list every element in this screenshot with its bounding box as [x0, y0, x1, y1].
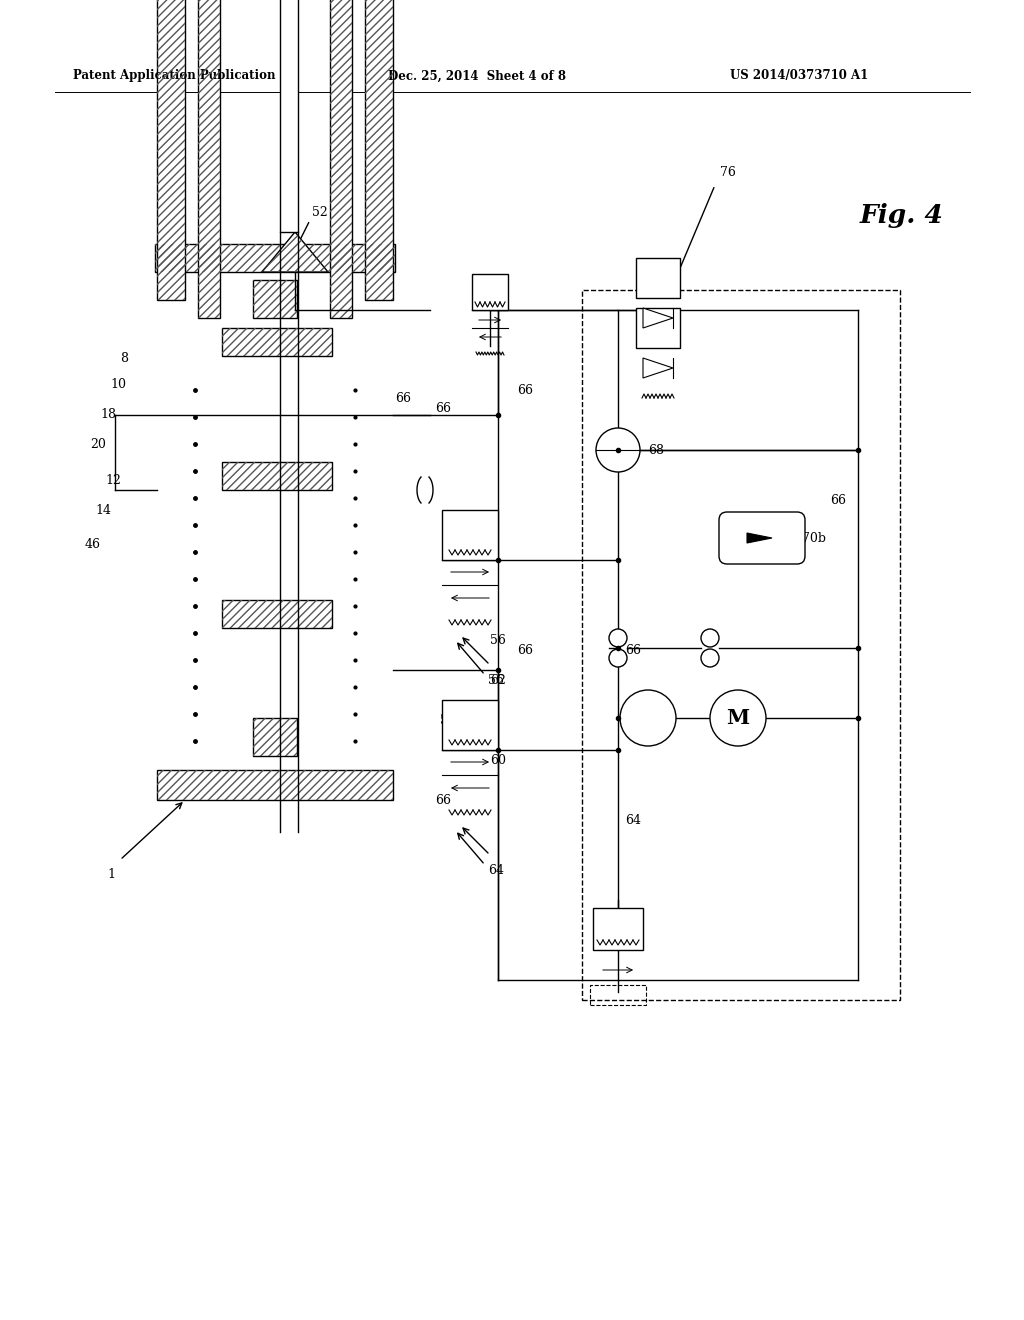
Text: US 2014/0373710 A1: US 2014/0373710 A1 — [730, 70, 868, 82]
Text: 70b: 70b — [720, 539, 744, 552]
Text: 64: 64 — [488, 863, 504, 876]
Polygon shape — [643, 358, 673, 378]
Text: 66: 66 — [517, 644, 534, 656]
Bar — [155, 244, 395, 272]
Circle shape — [609, 630, 627, 647]
Bar — [157, 770, 393, 800]
Bar — [222, 601, 332, 628]
Text: 66: 66 — [435, 401, 451, 414]
Bar — [198, 0, 220, 318]
Text: 1: 1 — [106, 869, 115, 882]
Bar — [472, 275, 508, 310]
Bar — [636, 257, 680, 298]
Text: 76: 76 — [720, 165, 736, 178]
Text: 60: 60 — [490, 754, 506, 767]
Bar — [442, 700, 498, 750]
Circle shape — [701, 630, 719, 647]
Text: 8: 8 — [120, 351, 128, 364]
Bar — [222, 462, 332, 490]
Polygon shape — [746, 533, 772, 543]
Bar — [222, 327, 332, 356]
Text: 56: 56 — [488, 673, 504, 686]
Text: 66: 66 — [830, 494, 846, 507]
Text: 68: 68 — [648, 444, 664, 457]
Text: 70b: 70b — [802, 532, 826, 544]
Bar — [157, 0, 185, 300]
Bar — [582, 290, 900, 1001]
Bar — [253, 280, 297, 318]
Bar — [157, 770, 393, 800]
Polygon shape — [643, 308, 673, 327]
Text: 52: 52 — [312, 206, 328, 219]
Text: 20: 20 — [90, 438, 105, 451]
Bar — [222, 601, 332, 628]
Circle shape — [620, 690, 676, 746]
Polygon shape — [262, 232, 328, 272]
Text: 12: 12 — [105, 474, 121, 487]
Text: 56: 56 — [490, 634, 506, 647]
Text: Dec. 25, 2014  Sheet 4 of 8: Dec. 25, 2014 Sheet 4 of 8 — [388, 70, 566, 82]
Bar — [365, 0, 393, 300]
Text: 14: 14 — [95, 503, 111, 516]
Bar — [253, 280, 297, 318]
Bar — [155, 244, 395, 272]
Bar — [330, 0, 352, 318]
Bar — [593, 908, 643, 950]
Bar — [222, 327, 332, 356]
Bar — [365, 0, 393, 300]
Bar — [442, 510, 498, 560]
Bar — [330, 0, 352, 318]
Bar — [157, 0, 185, 300]
Bar — [636, 308, 680, 348]
Bar — [590, 985, 646, 1005]
Text: 46: 46 — [85, 539, 101, 552]
Text: 62: 62 — [490, 673, 506, 686]
Bar — [280, 0, 298, 232]
Text: 66: 66 — [517, 384, 534, 396]
Text: M: M — [726, 708, 750, 729]
Text: 66: 66 — [395, 392, 411, 404]
Circle shape — [710, 690, 766, 746]
Text: 66: 66 — [625, 644, 641, 656]
Text: Patent Application Publication: Patent Application Publication — [73, 70, 275, 82]
Circle shape — [609, 649, 627, 667]
Text: 10: 10 — [110, 379, 126, 392]
Text: 58: 58 — [440, 714, 456, 726]
Text: 64: 64 — [625, 813, 641, 826]
Bar — [253, 718, 297, 756]
Text: 18: 18 — [100, 408, 116, 421]
FancyBboxPatch shape — [719, 512, 805, 564]
Bar — [198, 0, 220, 318]
Bar — [222, 462, 332, 490]
Text: Fig. 4: Fig. 4 — [860, 202, 944, 227]
Circle shape — [701, 649, 719, 667]
Text: 66: 66 — [435, 793, 451, 807]
Bar — [253, 718, 297, 756]
Circle shape — [596, 428, 640, 473]
